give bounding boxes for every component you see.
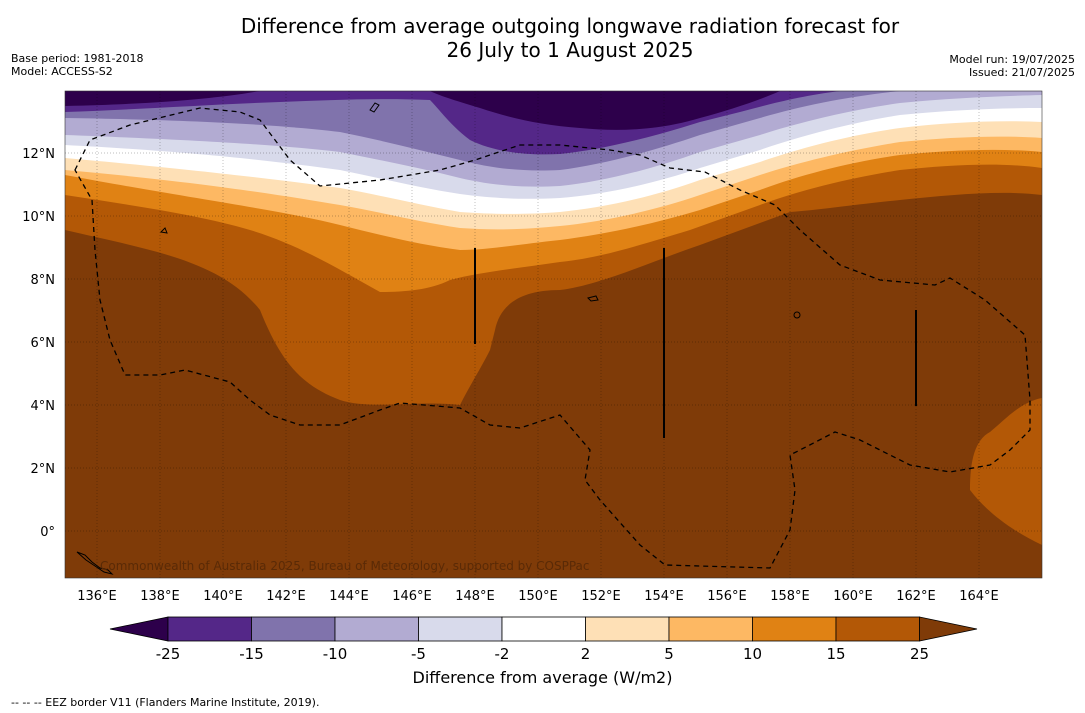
colorbar-tick: -15 (239, 645, 264, 663)
colorbar-segment (251, 616, 336, 642)
colorbar-segment (668, 616, 753, 642)
colorbar-tick: -5 (411, 645, 426, 663)
eez-footnote: -- -- -- EEZ border V11 (Flanders Marine… (11, 696, 320, 709)
lon-label: 162°E (896, 589, 936, 604)
issued-date: Issued: 21/07/2025 (968, 66, 1075, 79)
lat-label: 6°N (31, 336, 56, 351)
lon-label: 144°E (329, 589, 369, 604)
map-frame (64, 90, 1043, 579)
colorbar-tick: 25 (910, 645, 929, 663)
colorbar-segment (501, 616, 586, 642)
lon-label: 150°E (518, 589, 558, 604)
colorbar-segment (418, 616, 503, 642)
base-period: Base period: 1981-2018 (11, 52, 144, 65)
lon-label: 136°E (77, 589, 117, 604)
lon-label: 142°E (266, 589, 306, 604)
band-below-neg25-west (65, 91, 260, 106)
colorbar-tick: 15 (826, 645, 845, 663)
lat-label: 10°N (22, 210, 55, 225)
colorbar-ticks: -25 -15 -10 -5 -2 2 5 10 15 25 (156, 645, 929, 663)
lon-label: 160°E (833, 589, 873, 604)
colorbar-tick: -25 (156, 645, 181, 663)
lon-label: 156°E (707, 589, 747, 604)
colorbar-segment (835, 616, 920, 642)
colorbar-tick: 2 (581, 645, 591, 663)
colorbar-tick: 10 (743, 645, 762, 663)
colorbar-segment (752, 616, 837, 642)
lon-label: 146°E (392, 589, 432, 604)
eez-border (74, 107, 1031, 569)
anomaly-field: Commonwealth of Australia 2025, Bureau o… (65, 91, 1042, 578)
lon-label: 140°E (203, 589, 243, 604)
colorbar-segment (167, 616, 252, 642)
colorbar-tick: 5 (664, 645, 674, 663)
lon-label: 154°E (644, 589, 684, 604)
lat-label: 4°N (31, 399, 56, 414)
lon-label: 158°E (770, 589, 810, 604)
map-title: Difference from average outgoing longwav… (0, 14, 1085, 62)
colorbar-tick: -2 (495, 645, 510, 663)
eez-meridian-segments (474, 248, 917, 438)
island-outlines (76, 102, 801, 575)
title-line-2: 26 July to 1 August 2025 (446, 38, 694, 62)
lat-label: 12°N (22, 147, 55, 162)
lon-label: 138°E (140, 589, 180, 604)
copyright-notice: Commonwealth of Australia 2025, Bureau o… (100, 559, 590, 573)
lon-label: 148°E (455, 589, 495, 604)
meta-right: Model run: 19/07/2025 Issued: 21/07/2025 (949, 53, 1075, 79)
lon-label: 152°E (581, 589, 621, 604)
colorbar-segment (334, 616, 419, 642)
lat-label: 2°N (31, 462, 56, 477)
lon-label: 164°E (959, 589, 999, 604)
title-line-1: Difference from average outgoing longwav… (240, 14, 900, 38)
model-run: Model run: 19/07/2025 (949, 53, 1075, 66)
lat-label: 8°N (31, 273, 56, 288)
colorbar-tick: -10 (323, 645, 348, 663)
longitude-labels: 136°E 138°E 140°E 142°E 144°E 146°E 148°… (77, 589, 999, 604)
colorbar (109, 616, 978, 642)
model-name: Model: ACCESS-S2 (11, 65, 113, 78)
lat-label: 0° (40, 525, 55, 540)
latitude-labels: 12°N 10°N 8°N 6°N 4°N 2°N 0° (22, 147, 55, 540)
meta-left: Base period: 1981-2018 Model: ACCESS-S2 (11, 52, 143, 78)
colorbar-extend-low (109, 616, 169, 642)
colorbar-label: Difference from average (W/m2) (412, 668, 673, 687)
colorbar-segment (585, 616, 670, 642)
band-below-neg25 (430, 91, 780, 130)
colorbar-extend-high (919, 616, 978, 642)
band-10-15-east (970, 398, 1042, 545)
